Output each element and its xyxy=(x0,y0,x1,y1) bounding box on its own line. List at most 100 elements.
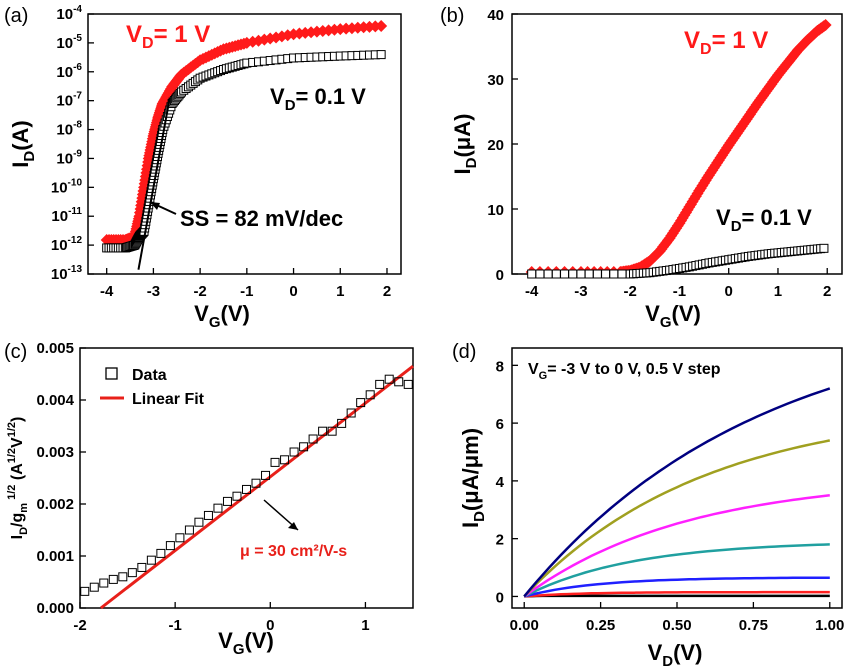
panel-d-ticks: 0.00 0.25 0.50 0.75 1.00 0 2 4 6 8 xyxy=(496,358,845,634)
a-point-vd1 xyxy=(281,29,294,42)
d-ytick-label: 4 xyxy=(496,474,505,491)
b-point-vd01 xyxy=(601,269,611,279)
a-ytick-label: 10-12 xyxy=(51,235,83,254)
c-data-point xyxy=(346,408,356,418)
a-xtick-label: -2 xyxy=(193,283,206,300)
b-xtick-label: 1 xyxy=(774,283,782,300)
d-ytick-label: 2 xyxy=(496,532,504,549)
panel-c: (c) -2 -1 0 1 0.000 0.001 0.002 0.003 0.004 0.005… xyxy=(4,340,414,658)
a-point-vd1 xyxy=(246,35,259,48)
d-xtick-label: 1.00 xyxy=(815,617,844,634)
panel-c-series xyxy=(80,365,414,610)
c-data-point xyxy=(80,586,90,596)
c-data-point xyxy=(213,503,223,513)
d-ytick-label: 8 xyxy=(496,358,504,375)
panel-d-ylabel: ID(μA/μm) xyxy=(458,428,488,528)
d-output-curve xyxy=(523,494,830,598)
b-xtick-label: -2 xyxy=(624,283,637,300)
c-data-point xyxy=(242,484,251,494)
b-point-vd01 xyxy=(609,269,619,279)
a-ytick-label: 10-8 xyxy=(56,120,82,139)
a-ytick-label: 10-5 xyxy=(56,33,82,52)
a-ytick-label: 10-6 xyxy=(56,62,82,81)
panel-b-series xyxy=(525,18,832,279)
b-point-vd01 xyxy=(551,269,561,279)
b-ytick-label: 20 xyxy=(487,137,504,154)
c-data-point xyxy=(222,496,232,506)
c-data-point xyxy=(232,491,242,501)
panel-a-vd1-label: VD= 1 V xyxy=(126,21,210,52)
a-ytick-label: 10-9 xyxy=(56,148,82,167)
panel-a-xlabel: VG(V) xyxy=(194,301,250,331)
c-data-point xyxy=(137,562,147,572)
a-xtick-label: -4 xyxy=(100,283,114,300)
c-data-point xyxy=(318,426,328,436)
b-point-vd01 xyxy=(819,243,829,253)
c-ytick-label: 0.001 xyxy=(36,548,74,565)
c-data-point xyxy=(365,390,375,400)
c-ytick-label: 0.005 xyxy=(36,340,74,357)
panel-c-ylabel: ID/gm 1/2 (A1/2V1/2) xyxy=(6,417,30,540)
panel-b-vd01-label: VD= 0.1 V xyxy=(716,205,812,235)
c-data-point xyxy=(308,434,318,444)
d-xtick-label: 0.00 xyxy=(510,617,539,634)
b-ytick-label: 40 xyxy=(487,7,504,24)
panel-c-ticks: -2 -1 0 1 0.000 0.001 0.002 0.003 0.004 0.005 xyxy=(36,340,369,634)
b-point-vd01 xyxy=(584,269,594,279)
panel-d-annotation: VG= -3 V to 0 V, 0.5 V step xyxy=(528,361,721,382)
panel-b-ylabel: ID(μA) xyxy=(450,114,480,175)
panel-c-legend-fit: Linear Fit xyxy=(132,391,205,408)
a-xtick-label: 2 xyxy=(383,283,391,300)
c-ytick-label: 0.002 xyxy=(36,496,74,513)
c-data-point xyxy=(384,374,394,384)
panel-a-frame xyxy=(87,13,402,275)
b-point-vd1 xyxy=(819,18,832,31)
d-output-curve xyxy=(523,387,831,598)
b-point-vd01 xyxy=(535,269,545,279)
c-data-point xyxy=(89,582,99,592)
b-xtick-label: -3 xyxy=(574,283,587,300)
a-xtick-label: 0 xyxy=(289,283,297,300)
b-xtick-label: 0 xyxy=(725,283,733,300)
c-xtick-label: -1 xyxy=(168,617,181,634)
panel-d-frame xyxy=(511,347,843,609)
panel-a-series xyxy=(100,19,388,253)
c-data-point xyxy=(108,574,118,584)
c-data-point xyxy=(327,426,337,436)
c-ytick-label: 0.004 xyxy=(36,392,74,409)
c-data-point xyxy=(251,478,261,488)
c-data-point xyxy=(156,548,166,558)
d-output-curve xyxy=(523,439,831,598)
c-data-point xyxy=(356,398,366,408)
c-data-point xyxy=(289,447,299,457)
panel-c-legend-data: Data xyxy=(132,367,167,384)
a-ytick-label: 10-4 xyxy=(56,4,82,23)
panel-d-label: (d) xyxy=(452,341,476,363)
panel-d: (d) 0.00 0.25 0.50 0.75 1.00 0 2 4 6 8 VG= -3 V t… xyxy=(452,341,844,670)
b-point-vd01 xyxy=(568,269,578,279)
panel-a-ylabel: ID(A) xyxy=(8,120,38,168)
c-data-point xyxy=(261,470,271,480)
panel-c-legend-data-marker xyxy=(105,367,118,380)
d-output-curve xyxy=(523,543,830,598)
b-ytick-label: 10 xyxy=(487,202,504,219)
b-xtick-label: 2 xyxy=(823,283,831,300)
c-data-point xyxy=(175,533,185,543)
c-data-point xyxy=(184,525,194,535)
panel-c-frame xyxy=(79,347,414,609)
c-data-point xyxy=(394,377,404,387)
panel-d-xlabel: VD(V) xyxy=(648,640,703,670)
c-data-point xyxy=(165,541,175,551)
a-point-vd01 xyxy=(376,50,386,60)
c-data-point xyxy=(280,455,290,465)
a-ytick-label: 10-11 xyxy=(51,206,82,225)
b-xtick-label: -4 xyxy=(525,283,539,300)
a-point-vd1 xyxy=(375,19,388,32)
panel-a-ss-fit-line xyxy=(137,97,171,270)
a-point-vd1 xyxy=(293,27,306,40)
c-data-point xyxy=(337,418,347,428)
a-ytick-label: 10-10 xyxy=(51,177,83,196)
